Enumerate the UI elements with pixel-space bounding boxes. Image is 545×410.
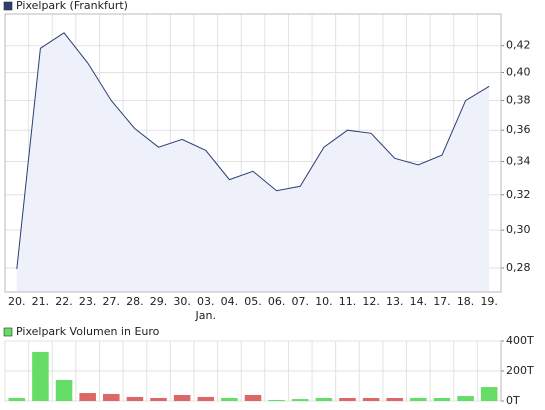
y-tick-label: 0,38 [506, 94, 531, 107]
volume-bar [362, 398, 380, 401]
volume-bar [150, 398, 167, 401]
x-tick-label: 10. [315, 295, 333, 308]
legend-title: Pixelpark (Frankfurt) [16, 0, 128, 12]
x-tick-label: 23. [79, 295, 97, 308]
x-tick-label: 29. [150, 295, 168, 308]
volume-bar [291, 399, 309, 401]
y-tick-label: 0,36 [506, 123, 531, 136]
x-tick-label: 17. [433, 295, 451, 308]
x-tick-label: 20. [8, 295, 26, 308]
y-tick-label: 0,42 [506, 39, 531, 52]
plot-border [4, 13, 502, 293]
x-tick-label: 05. [244, 295, 262, 308]
y-tick-label: 0,40 [506, 65, 531, 78]
x-tick-label: 07. [291, 295, 309, 308]
legend-swatch [3, 1, 13, 11]
volume-bar [244, 395, 262, 401]
x-tick-label: 13. [386, 295, 404, 308]
volume-bar [457, 396, 474, 401]
price-line [16, 32, 490, 270]
volume-bar [79, 393, 96, 401]
legend-title: Pixelpark Volumen in Euro [16, 325, 160, 338]
volume-bar [8, 398, 26, 401]
volume-bar [103, 393, 120, 401]
volume-bar [433, 398, 451, 401]
volume-bar [173, 395, 191, 401]
y-tick-label: 0,34 [506, 155, 531, 168]
volume-bar [197, 396, 215, 401]
volume-bar [126, 396, 144, 401]
y-tick-label: 0T [506, 394, 520, 407]
area-fill [16, 32, 490, 293]
x-tick-label: 11. [339, 295, 357, 308]
volume-bar [221, 398, 238, 401]
x-tick-label: 21. [32, 295, 50, 308]
legend-swatch [3, 327, 13, 337]
volume-bar [32, 351, 49, 401]
x-tick-label: 06. [268, 295, 286, 308]
volume-bar [386, 398, 403, 401]
x-tick-label: 04. [221, 295, 239, 308]
x-tick-label: 18. [457, 295, 475, 308]
y-tick-label: 0,32 [506, 188, 531, 201]
volume-bar [55, 380, 73, 401]
x-tick-label: 19. [480, 295, 498, 308]
x-tick-label: 28. [126, 295, 144, 308]
x-tick-label: 03. [197, 295, 215, 308]
x-tick-label: 22. [55, 295, 73, 308]
volume-bar [480, 387, 498, 401]
x-tick-label: 12. [362, 295, 380, 308]
volume-bar [339, 398, 356, 401]
y-tick-label: 400T [506, 334, 534, 347]
volume-bar [410, 398, 427, 401]
x-tick-label: 27. [103, 295, 121, 308]
y-tick-label: 0,30 [506, 223, 531, 236]
x-tick-label: 14. [410, 295, 428, 308]
volume-bar [268, 399, 285, 401]
y-tick-label: 200T [506, 364, 534, 377]
volume-bar [315, 398, 333, 401]
x-tick-label: 30. [173, 295, 191, 308]
y-tick-label: 0,28 [506, 261, 531, 274]
x-sublabel: Jan. [195, 309, 216, 322]
